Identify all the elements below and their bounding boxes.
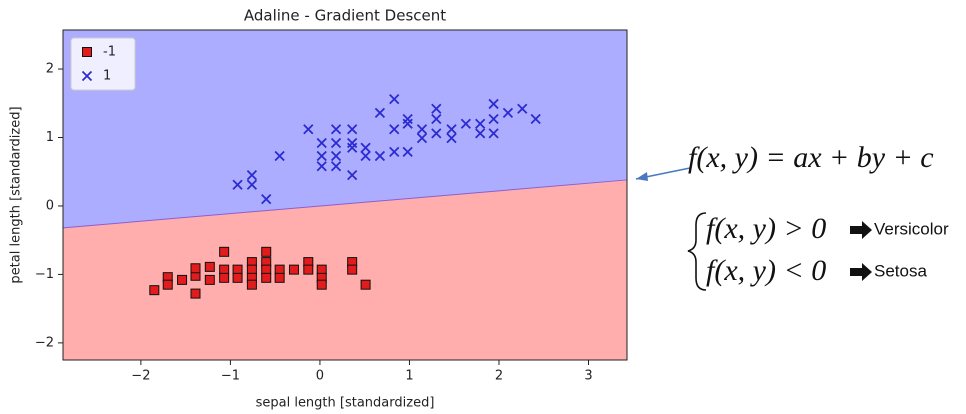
point xyxy=(288,264,299,275)
point xyxy=(389,124,400,135)
point xyxy=(330,137,342,149)
plot-frame xyxy=(62,29,628,361)
point xyxy=(360,279,371,290)
point xyxy=(177,274,188,285)
point xyxy=(219,246,230,257)
point xyxy=(149,285,160,296)
point xyxy=(517,103,528,114)
point xyxy=(502,107,514,118)
point xyxy=(389,94,400,105)
point xyxy=(261,246,272,257)
brace xyxy=(687,212,707,291)
x-tick-label: 0 xyxy=(316,369,324,384)
point xyxy=(316,279,327,290)
point xyxy=(303,124,314,135)
point xyxy=(232,179,243,190)
point xyxy=(261,272,272,283)
label-negative: Setosa xyxy=(874,261,927,280)
x-tick-label: −2 xyxy=(131,369,150,384)
point xyxy=(232,264,243,275)
point xyxy=(416,124,428,135)
chart-title: Adaline - Gradient Descent xyxy=(244,7,446,25)
point xyxy=(446,124,457,135)
point xyxy=(303,264,314,275)
decision-boundary xyxy=(62,179,628,229)
point xyxy=(446,133,457,144)
label-positive: Versicolor xyxy=(874,219,949,238)
point xyxy=(190,263,201,274)
y-tick-label: −2 xyxy=(35,335,54,350)
point xyxy=(374,150,386,162)
y-tick-label: 2 xyxy=(46,62,54,77)
point xyxy=(246,279,257,290)
point xyxy=(431,103,442,114)
y-tick-label: −1 xyxy=(35,267,54,282)
rule-negative: f(x, y) < 0 xyxy=(706,254,826,287)
point xyxy=(162,279,173,290)
x-tick-label: 3 xyxy=(584,369,592,384)
point xyxy=(330,161,342,172)
y-tick-label: 0 xyxy=(46,198,54,213)
point xyxy=(416,133,428,144)
point xyxy=(219,264,230,275)
legend-marker xyxy=(82,47,92,57)
y-axis-label: petal length [standardized] xyxy=(9,106,24,283)
point xyxy=(347,170,358,181)
point xyxy=(402,146,413,158)
annotation-arrowhead xyxy=(636,172,648,181)
arrow-icon xyxy=(850,221,872,239)
point xyxy=(190,288,201,299)
point xyxy=(347,124,358,135)
legend-label: 1 xyxy=(103,69,111,84)
point xyxy=(204,261,215,272)
legend-label: -1 xyxy=(103,45,116,60)
point xyxy=(402,118,413,129)
region-below xyxy=(63,179,627,360)
point xyxy=(246,179,258,190)
point xyxy=(431,113,442,125)
point xyxy=(530,113,541,125)
point xyxy=(330,124,342,135)
point xyxy=(360,150,371,162)
boundary-equation: f(x, y) = ax + by + c xyxy=(688,141,934,174)
point xyxy=(316,161,327,172)
point xyxy=(232,272,243,283)
legend-marker xyxy=(81,70,93,82)
region-above xyxy=(63,30,627,228)
x-tick-label: 2 xyxy=(495,369,503,384)
point xyxy=(488,98,499,110)
point xyxy=(316,137,327,149)
point xyxy=(475,128,486,139)
point xyxy=(330,150,342,162)
point xyxy=(204,274,215,285)
y-tick-label: 1 xyxy=(46,130,54,145)
point xyxy=(316,264,327,275)
point xyxy=(261,193,272,205)
point xyxy=(347,264,358,275)
point xyxy=(246,170,258,181)
x-tick-label: 1 xyxy=(405,369,413,384)
point xyxy=(488,128,499,139)
x-axis-label: sepal length [standardized] xyxy=(256,396,435,411)
point xyxy=(274,150,285,162)
point xyxy=(460,118,471,129)
point xyxy=(475,118,486,129)
point xyxy=(274,272,285,283)
point xyxy=(219,272,230,283)
x-tick-label: −1 xyxy=(221,369,240,384)
point xyxy=(246,264,257,275)
rule-positive: f(x, y) > 0 xyxy=(706,212,826,245)
point xyxy=(261,264,272,275)
point xyxy=(274,264,285,275)
arrow-icon xyxy=(850,263,872,281)
point xyxy=(316,150,327,162)
point xyxy=(488,113,499,125)
point xyxy=(374,107,386,118)
point xyxy=(347,142,358,153)
point xyxy=(431,128,442,139)
point xyxy=(389,146,400,158)
point xyxy=(360,142,371,153)
